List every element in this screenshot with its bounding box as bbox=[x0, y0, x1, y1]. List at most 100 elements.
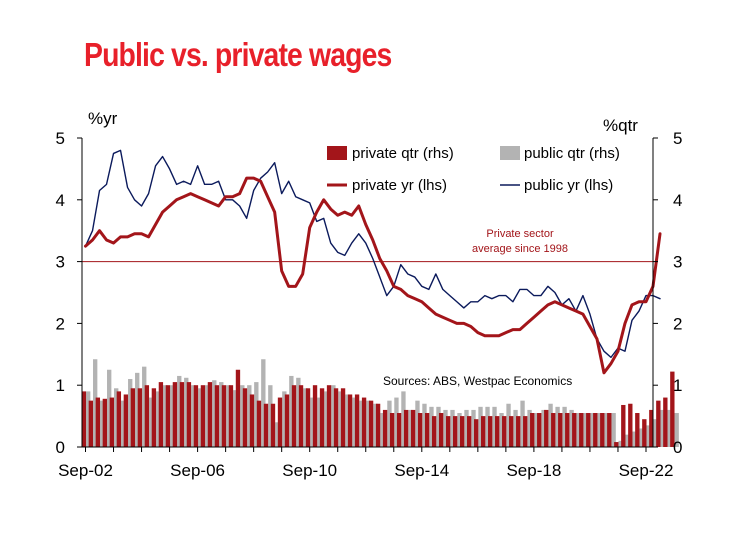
public-qtr-bar bbox=[366, 400, 371, 447]
private-qtr-bar bbox=[663, 397, 668, 447]
public-qtr-bar bbox=[184, 377, 189, 447]
right-axis-tick-label: 2 bbox=[673, 314, 682, 333]
private-qtr-bar bbox=[600, 413, 605, 447]
public-qtr-bar bbox=[555, 406, 560, 447]
private-qtr-bar bbox=[474, 419, 479, 447]
public-qtr-bar bbox=[674, 413, 679, 447]
public-qtr-bar bbox=[492, 406, 497, 447]
private-qtr-bar bbox=[179, 382, 185, 447]
left-axis-tick-label: 4 bbox=[56, 191, 65, 210]
private-qtr-bar bbox=[516, 416, 521, 447]
public-qtr-bar bbox=[415, 400, 420, 447]
left-axis-tick-label: 0 bbox=[56, 438, 65, 457]
private-qtr-bar bbox=[116, 391, 122, 447]
public-qtr-bar bbox=[394, 397, 399, 447]
public-qtr-bar bbox=[254, 382, 259, 447]
right-axis-tick-label: 4 bbox=[673, 191, 682, 210]
private-qtr-bar bbox=[544, 409, 549, 447]
public-qtr-bar bbox=[275, 422, 280, 447]
private-qtr-bar bbox=[565, 413, 570, 447]
public-qtr-bar bbox=[170, 385, 175, 447]
private-qtr-bar bbox=[256, 400, 262, 447]
public-qtr-bar bbox=[604, 413, 609, 447]
private-qtr-bar bbox=[361, 397, 367, 447]
private-qtr-bar bbox=[221, 385, 227, 447]
right-axis-unit-label: %qtr bbox=[603, 116, 638, 135]
private-qtr-bar bbox=[165, 385, 171, 447]
private-qtr-bar bbox=[123, 394, 129, 447]
private-qtr-bar bbox=[586, 413, 591, 447]
private-qtr-bar bbox=[614, 442, 619, 447]
public-qtr-bar bbox=[282, 391, 287, 447]
public-qtr-bar bbox=[114, 388, 119, 447]
public-qtr-bar bbox=[177, 375, 182, 447]
public-qtr-bar bbox=[667, 409, 672, 447]
public-qtr-bar bbox=[373, 403, 378, 447]
private-qtr-bar bbox=[102, 398, 108, 447]
public-qtr-bar bbox=[93, 359, 98, 447]
private-qtr-bar bbox=[445, 416, 451, 447]
public-qtr-bar bbox=[380, 413, 385, 447]
legend-label-public-qtr: public qtr (rhs) bbox=[524, 145, 620, 162]
public-qtr-bar bbox=[191, 385, 196, 447]
public-qtr-bar bbox=[338, 391, 343, 447]
public-qtr-bar bbox=[450, 409, 455, 447]
private-qtr-bar bbox=[593, 413, 598, 447]
x-axis-tick-label: Sep-18 bbox=[506, 461, 561, 480]
public-qtr-bar bbox=[408, 409, 413, 447]
private-qtr-bar bbox=[242, 388, 248, 447]
private-qtr-bar bbox=[354, 394, 360, 447]
public-qtr-bar bbox=[100, 400, 105, 447]
private-qtr-bar bbox=[207, 382, 213, 447]
private-qtr-bar bbox=[558, 413, 563, 447]
right-axis-tick-label: 0 bbox=[673, 438, 682, 457]
public-qtr-bar bbox=[520, 400, 525, 447]
public-qtr-bar bbox=[107, 369, 112, 447]
public-qtr-bar bbox=[226, 385, 231, 447]
public-qtr-bar bbox=[618, 440, 623, 447]
public-qtr-bar bbox=[149, 397, 154, 447]
private-yr-line bbox=[84, 176, 662, 375]
public-qtr-bar bbox=[247, 385, 252, 447]
private-qtr-bar bbox=[277, 397, 283, 447]
private-qtr-bar bbox=[649, 409, 654, 447]
public-qtr-bar bbox=[611, 413, 616, 447]
private-qtr-bar bbox=[410, 409, 416, 447]
private-qtr-bar bbox=[642, 419, 647, 447]
private-qtr-bar bbox=[530, 413, 535, 447]
public-qtr-bar bbox=[128, 379, 133, 447]
public-qtr-bar bbox=[632, 431, 637, 447]
legend: private qtr (rhs) public qtr (rhs) private… bbox=[327, 145, 620, 194]
public-qtr-bar bbox=[548, 403, 553, 447]
public-qtr-bar bbox=[121, 400, 126, 447]
legend-label-private-yr: private yr (lhs) bbox=[352, 177, 447, 194]
public-qtr-bar bbox=[660, 409, 665, 447]
public-qtr-bar bbox=[205, 385, 210, 447]
left-axis-tick-label: 3 bbox=[56, 253, 65, 272]
private-qtr-bar bbox=[305, 388, 311, 447]
private-qtr-bar bbox=[270, 403, 276, 447]
public-qtr-bar bbox=[471, 409, 476, 447]
legend-label-private-qtr: private qtr (rhs) bbox=[352, 145, 454, 162]
private-qtr-bar bbox=[481, 416, 486, 447]
x-axis-tick-label: Sep-14 bbox=[394, 461, 449, 480]
legend-swatch-public-qtr bbox=[500, 146, 520, 160]
public-qtr-bar bbox=[212, 380, 217, 447]
public-qtr-bar bbox=[429, 406, 434, 447]
public-qtr-bar bbox=[359, 400, 364, 447]
public-qtr-bar bbox=[562, 406, 567, 447]
public-qtr-bar bbox=[352, 397, 357, 447]
public-yr-line bbox=[84, 149, 661, 359]
public-qtr-bar bbox=[569, 409, 574, 447]
public-qtr-bar bbox=[86, 391, 91, 447]
private-qtr-bar bbox=[249, 394, 255, 447]
private-qtr-bar bbox=[172, 382, 178, 447]
axes-layer: 0 1 2 3 4 5 0 1 2 3 4 5 Sep-02 Sep-06 Sep-10 Sep-14 Sep-… bbox=[56, 129, 683, 480]
private-qtr-bar bbox=[459, 416, 465, 447]
private-qtr-bar bbox=[466, 416, 472, 447]
private-qtr-bar bbox=[403, 409, 409, 447]
legend-swatch-private-qtr bbox=[327, 146, 347, 160]
public-qtr-bar bbox=[534, 413, 539, 447]
private-qtr-bar bbox=[319, 388, 325, 447]
